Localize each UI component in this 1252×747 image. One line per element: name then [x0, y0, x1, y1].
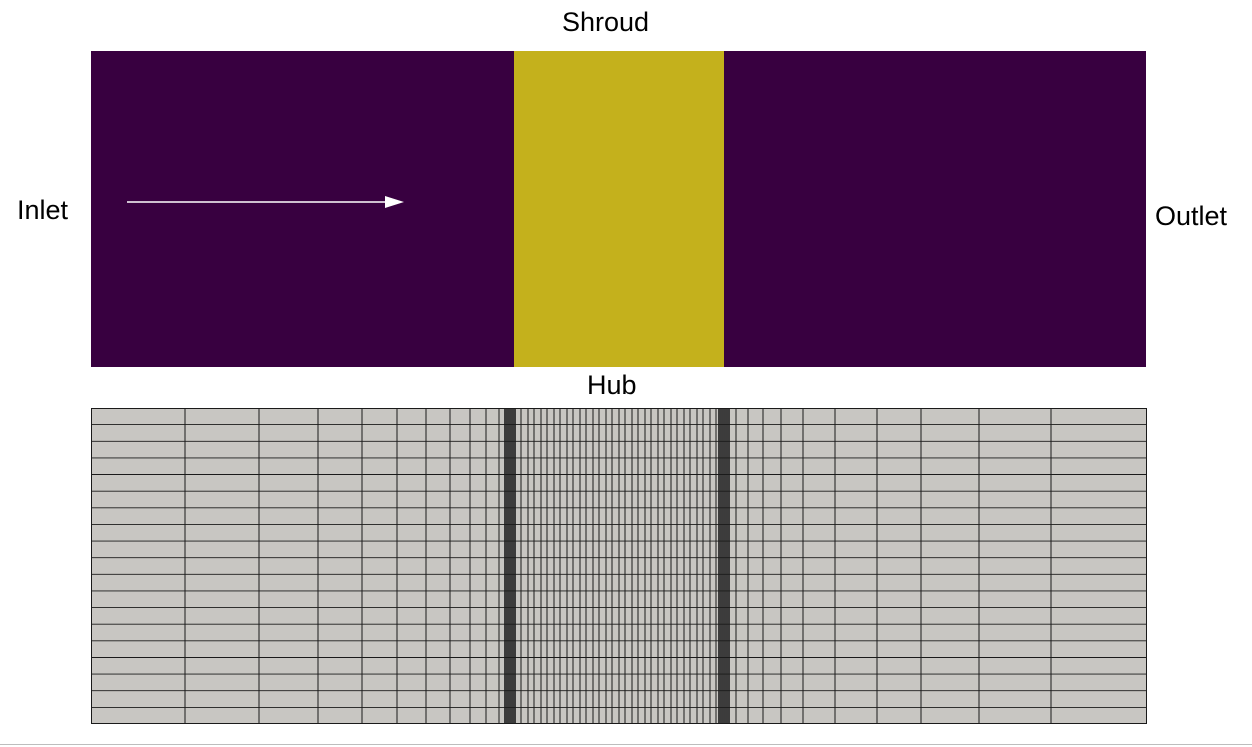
inlet-fluid-zone	[91, 51, 514, 367]
bottom-divider	[0, 744, 1252, 745]
hub-label: Hub	[587, 370, 637, 400]
outlet-fluid-zone	[724, 51, 1146, 367]
mesh-view	[91, 408, 1147, 724]
mesh-border	[91, 408, 1147, 724]
mesh-vertical-lines	[184, 408, 1052, 724]
domain-zones-view	[91, 51, 1146, 367]
arrow-right-icon	[127, 196, 404, 208]
outlet-label: Outlet	[1155, 201, 1228, 231]
inlet-label: Inlet	[17, 195, 69, 225]
shroud-label: Shroud	[562, 7, 650, 37]
rotor-zone	[514, 51, 724, 367]
